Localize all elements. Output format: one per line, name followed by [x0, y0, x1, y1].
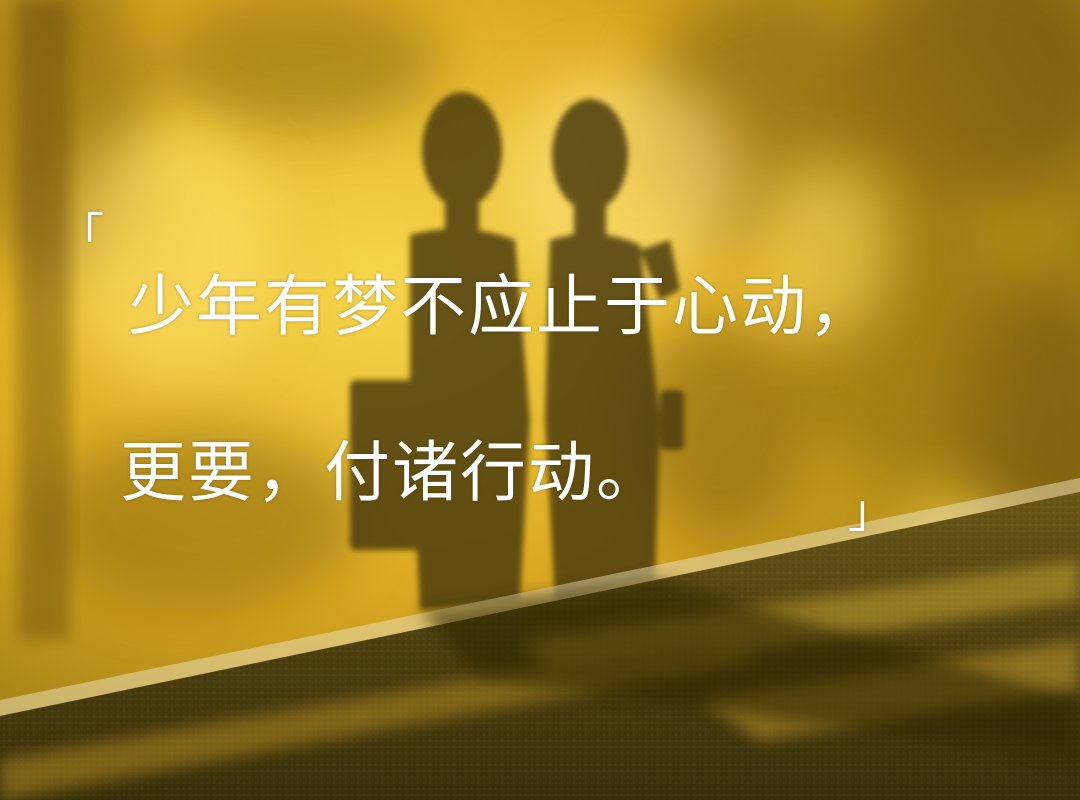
quote-line-1: 少年有梦不应止于心动， — [128, 268, 876, 345]
ground-shadows — [420, 580, 1080, 760]
open-quote-bracket: 「 — [58, 208, 104, 262]
trunk-shadow — [18, 0, 70, 640]
close-quote-bracket: 」 — [848, 484, 894, 538]
people-shadows — [350, 92, 684, 611]
quote-line-2: 更要，付诸行动。 — [120, 434, 664, 511]
